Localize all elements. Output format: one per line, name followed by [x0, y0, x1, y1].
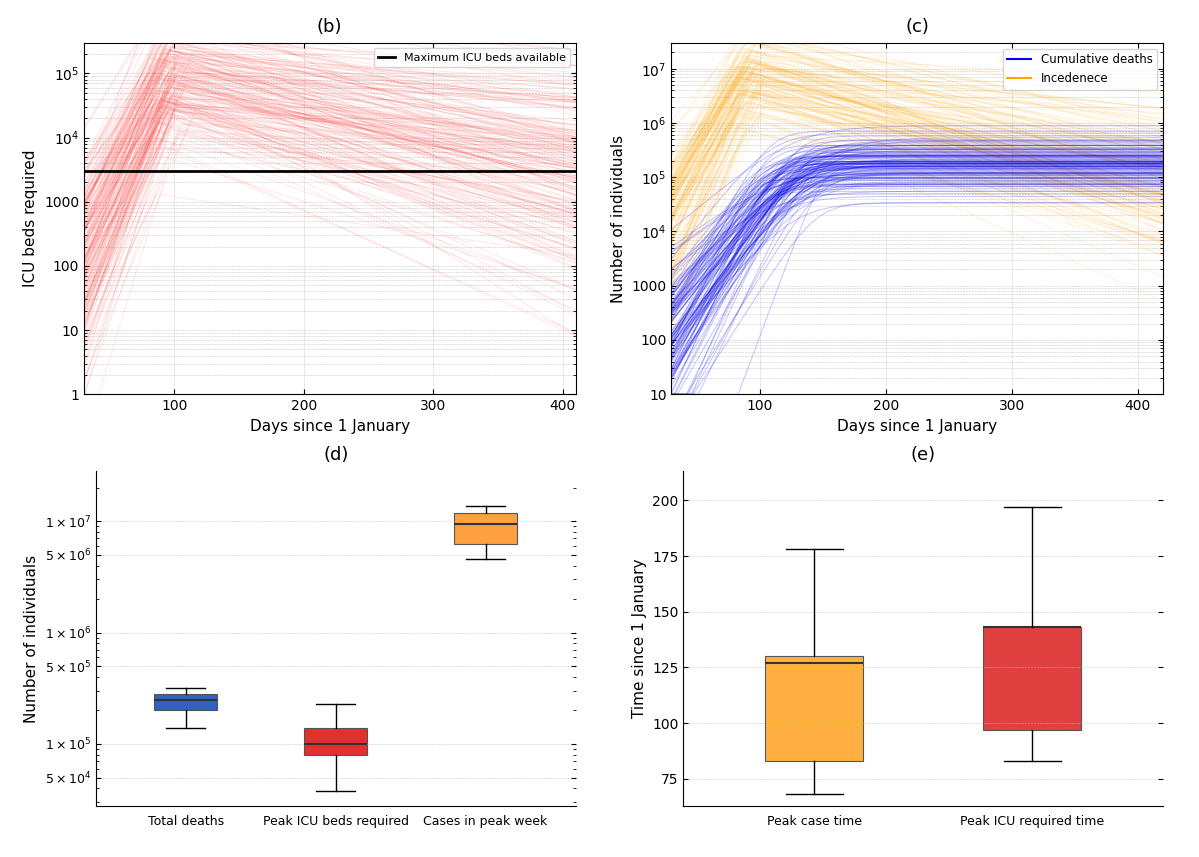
Bar — [305, 728, 367, 755]
Legend: Cumulative deaths, Incedenece: Cumulative deaths, Incedenece — [1002, 49, 1157, 90]
Bar — [454, 513, 517, 544]
Y-axis label: Time since 1 January: Time since 1 January — [632, 559, 646, 718]
Title: (b): (b) — [317, 18, 343, 36]
Y-axis label: ICU beds required: ICU beds required — [24, 150, 38, 287]
Title: (d): (d) — [323, 446, 349, 464]
Title: (c): (c) — [905, 18, 929, 36]
Bar — [765, 656, 863, 761]
Legend: Maximum ICU beds available: Maximum ICU beds available — [374, 48, 570, 68]
Maximum ICU beds available — [40, 166, 54, 177]
Bar — [155, 694, 217, 710]
Y-axis label: Number of individuals: Number of individuals — [24, 554, 40, 722]
Y-axis label: Number of individuals: Number of individuals — [611, 135, 626, 303]
X-axis label: Days since 1 January: Days since 1 January — [249, 418, 410, 434]
Bar — [983, 627, 1081, 730]
Title: (e): (e) — [911, 446, 935, 464]
X-axis label: Days since 1 January: Days since 1 January — [837, 418, 998, 434]
Maximum ICU beds available — [38, 166, 53, 177]
